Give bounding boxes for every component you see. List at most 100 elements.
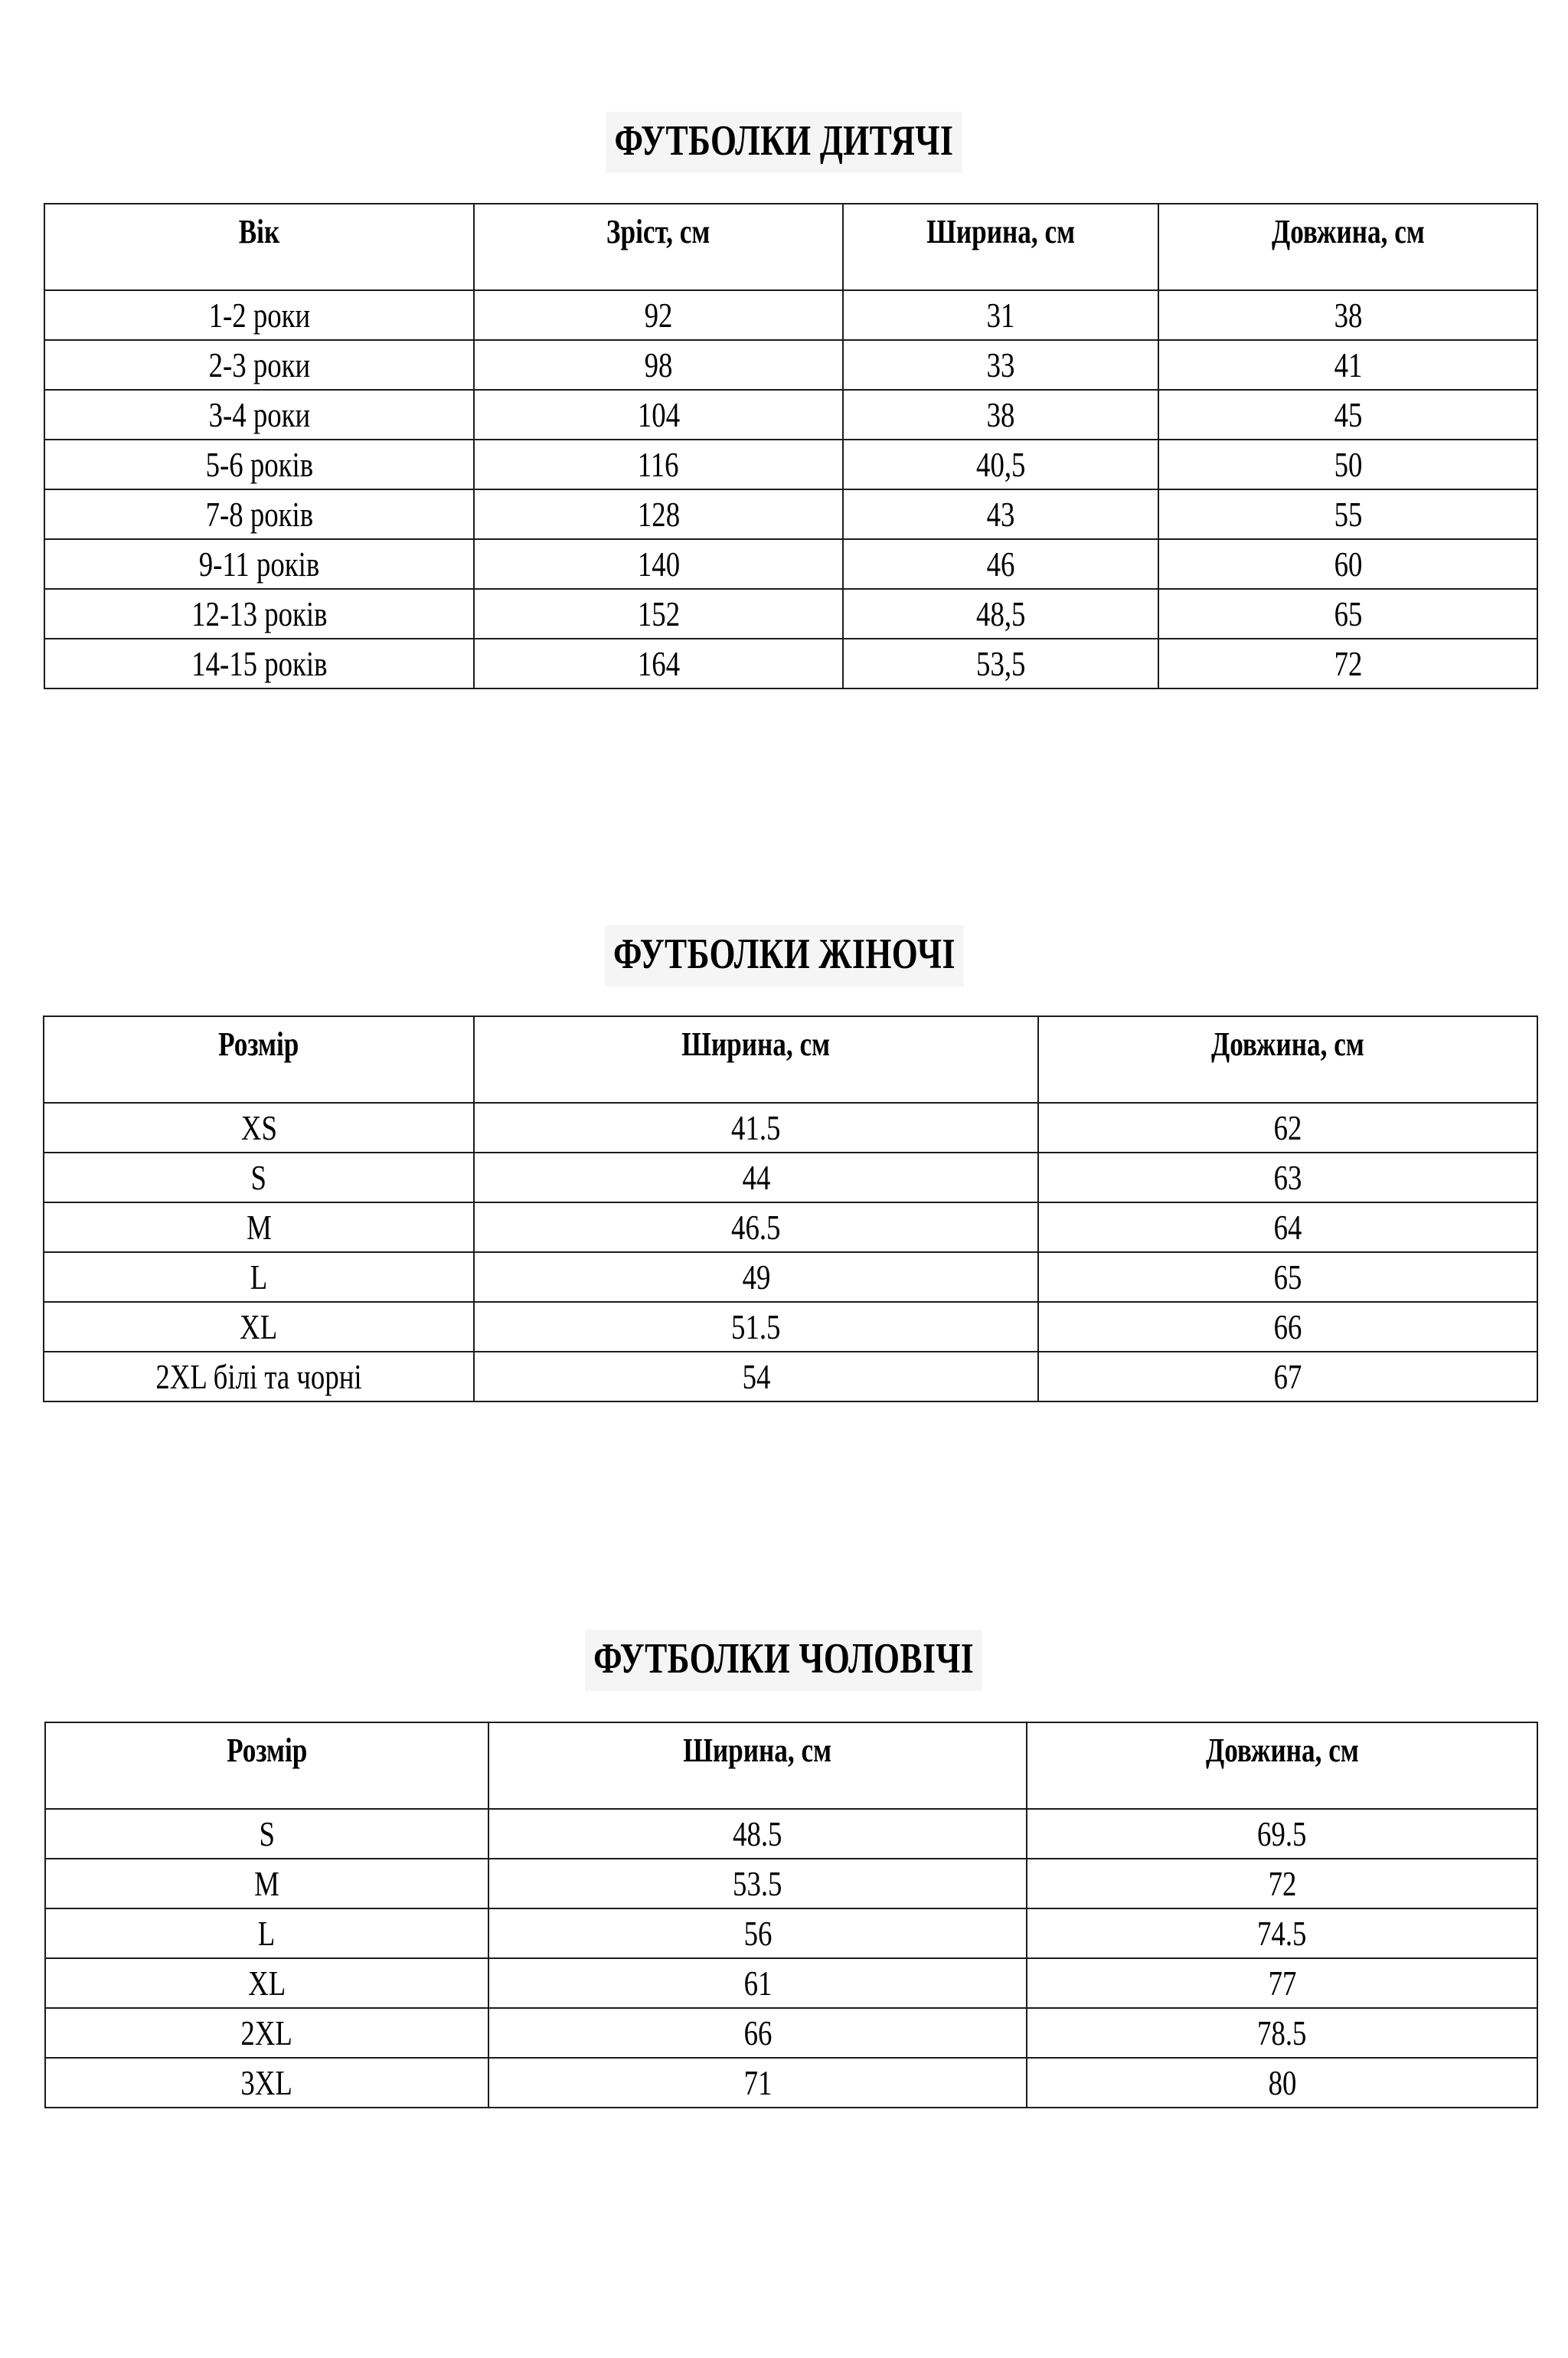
cell-length: 63: [1037, 1152, 1538, 1203]
cell-width: 40,5: [842, 439, 1159, 490]
cell-length: 41: [1158, 339, 1538, 391]
table-row: 5-6 років 116 40,5 50: [44, 439, 1538, 490]
table-kids-sizes: Вік Зріст, см Ширина, см Довжина, см 1-2…: [44, 203, 1538, 689]
cell-length: 55: [1158, 489, 1538, 540]
section-title-women-text: ФУТБОЛКИ ЖІНОЧІ: [604, 925, 964, 986]
cell-height: 140: [473, 538, 844, 590]
section-title-kids-text: ФУТБОЛКИ ДИТЯЧІ: [606, 112, 962, 173]
cell-size: 14-15 років: [44, 638, 475, 689]
cell-size: S: [43, 1152, 475, 1203]
table-men-sizes: Розмір Ширина, см Довжина, см S 48.5 69.…: [44, 1722, 1538, 2108]
cell-height: 164: [473, 638, 844, 689]
table-row: S 48.5 69.5: [44, 1808, 1538, 1859]
cell-width: 53.5: [488, 1858, 1027, 1909]
table-kids-header-row: Вік Зріст, см Ширина, см Довжина, см: [44, 203, 1538, 291]
cell-size: 2-3 роки: [44, 339, 475, 391]
table-row: 9-11 років 140 46 60: [44, 538, 1538, 590]
cell-size: 3-4 роки: [44, 389, 475, 440]
cell-width: 71: [488, 2057, 1027, 2108]
table-row: XS 41.5 62: [43, 1102, 1538, 1153]
cell-height: 92: [473, 289, 844, 341]
cell-length: 78.5: [1026, 2007, 1538, 2059]
table-row: 2XL 66 78.5: [44, 2007, 1538, 2059]
cell-size: XS: [43, 1102, 475, 1153]
column-header-length: Довжина, см: [1026, 1722, 1538, 1810]
cell-width: 44: [473, 1152, 1039, 1203]
cell-height: 98: [473, 339, 844, 391]
cell-size: XL: [43, 1301, 475, 1352]
cell-height: 152: [473, 588, 844, 639]
cell-length: 80: [1026, 2057, 1538, 2108]
cell-size: 2XL білі та чорні: [43, 1351, 475, 1402]
table-row: 3XL 71 80: [44, 2057, 1538, 2108]
cell-size: M: [43, 1202, 475, 1253]
cell-length: 66: [1037, 1301, 1538, 1352]
cell-width: 53,5: [842, 638, 1159, 689]
cell-length: 64: [1037, 1202, 1538, 1253]
column-header-height: Зріст, см: [473, 203, 844, 291]
table-row: 12-13 років 152 48,5 65: [44, 588, 1538, 639]
cell-height: 128: [473, 489, 844, 540]
section-title-men: ФУТБОЛКИ ЧОЛОВІЧІ: [0, 1630, 1568, 1691]
cell-length: 69.5: [1026, 1808, 1538, 1859]
cell-size: 2XL: [44, 2007, 489, 2059]
column-header-length: Довжина, см: [1037, 1015, 1538, 1104]
cell-size: XL: [44, 1957, 489, 2009]
cell-width: 54: [473, 1351, 1039, 1402]
cell-length: 74.5: [1026, 1908, 1538, 1959]
section-title-kids: ФУТБОЛКИ ДИТЯЧІ: [0, 112, 1568, 173]
table-row: 2-3 роки 98 33 41: [44, 339, 1538, 391]
section-title-women: ФУТБОЛКИ ЖІНОЧІ: [0, 925, 1568, 986]
cell-length: 67: [1037, 1351, 1538, 1402]
table-row: 3-4 роки 104 38 45: [44, 389, 1538, 440]
cell-size: 12-13 років: [44, 588, 475, 639]
column-header-width: Ширина, см: [473, 1015, 1039, 1104]
cell-width: 46.5: [473, 1202, 1039, 1253]
cell-size: 3XL: [44, 2057, 489, 2108]
cell-width: 48,5: [842, 588, 1159, 639]
cell-width: 46: [842, 538, 1159, 590]
cell-width: 61: [488, 1957, 1027, 2009]
cell-width: 43: [842, 489, 1159, 540]
cell-length: 45: [1158, 389, 1538, 440]
cell-width: 31: [842, 289, 1159, 341]
table-women-header-row: Розмір Ширина, см Довжина, см: [43, 1015, 1538, 1104]
section-title-men-text: ФУТБОЛКИ ЧОЛОВІЧІ: [585, 1630, 983, 1691]
cell-length: 72: [1158, 638, 1538, 689]
column-header-size: Розмір: [44, 1722, 489, 1810]
table-row: S 44 63: [43, 1152, 1538, 1203]
column-header-width: Ширина, см: [488, 1722, 1027, 1810]
table-row: M 53.5 72: [44, 1858, 1538, 1909]
cell-length: 62: [1037, 1102, 1538, 1153]
cell-size: 7-8 років: [44, 489, 475, 540]
cell-length: 77: [1026, 1957, 1538, 2009]
cell-length: 50: [1158, 439, 1538, 490]
column-header-width: Ширина, см: [842, 203, 1159, 291]
cell-length: 38: [1158, 289, 1538, 341]
cell-width: 48.5: [488, 1808, 1027, 1859]
cell-width: 49: [473, 1251, 1039, 1303]
cell-length: 65: [1158, 588, 1538, 639]
cell-width: 38: [842, 389, 1159, 440]
cell-width: 33: [842, 339, 1159, 391]
cell-width: 56: [488, 1908, 1027, 1959]
table-row: M 46.5 64: [43, 1202, 1538, 1253]
cell-length: 60: [1158, 538, 1538, 590]
table-women-sizes: Розмір Ширина, см Довжина, см XS 41.5 62…: [43, 1015, 1538, 1402]
column-header-length: Довжина, см: [1158, 203, 1538, 291]
cell-size: 5-6 років: [44, 439, 475, 490]
cell-size: L: [43, 1251, 475, 1303]
cell-height: 104: [473, 389, 844, 440]
table-row: L 49 65: [43, 1251, 1538, 1303]
cell-size: M: [44, 1858, 489, 1909]
table-row: XL 61 77: [44, 1957, 1538, 2009]
table-row: XL 51.5 66: [43, 1301, 1538, 1352]
table-men-header-row: Розмір Ширина, см Довжина, см: [44, 1722, 1538, 1810]
cell-width: 51.5: [473, 1301, 1039, 1352]
table-row: 14-15 років 164 53,5 72: [44, 638, 1538, 689]
cell-size: S: [44, 1808, 489, 1859]
cell-size: 9-11 років: [44, 538, 475, 590]
cell-size: L: [44, 1908, 489, 1959]
table-row: 2XL білі та чорні 54 67: [43, 1351, 1538, 1402]
